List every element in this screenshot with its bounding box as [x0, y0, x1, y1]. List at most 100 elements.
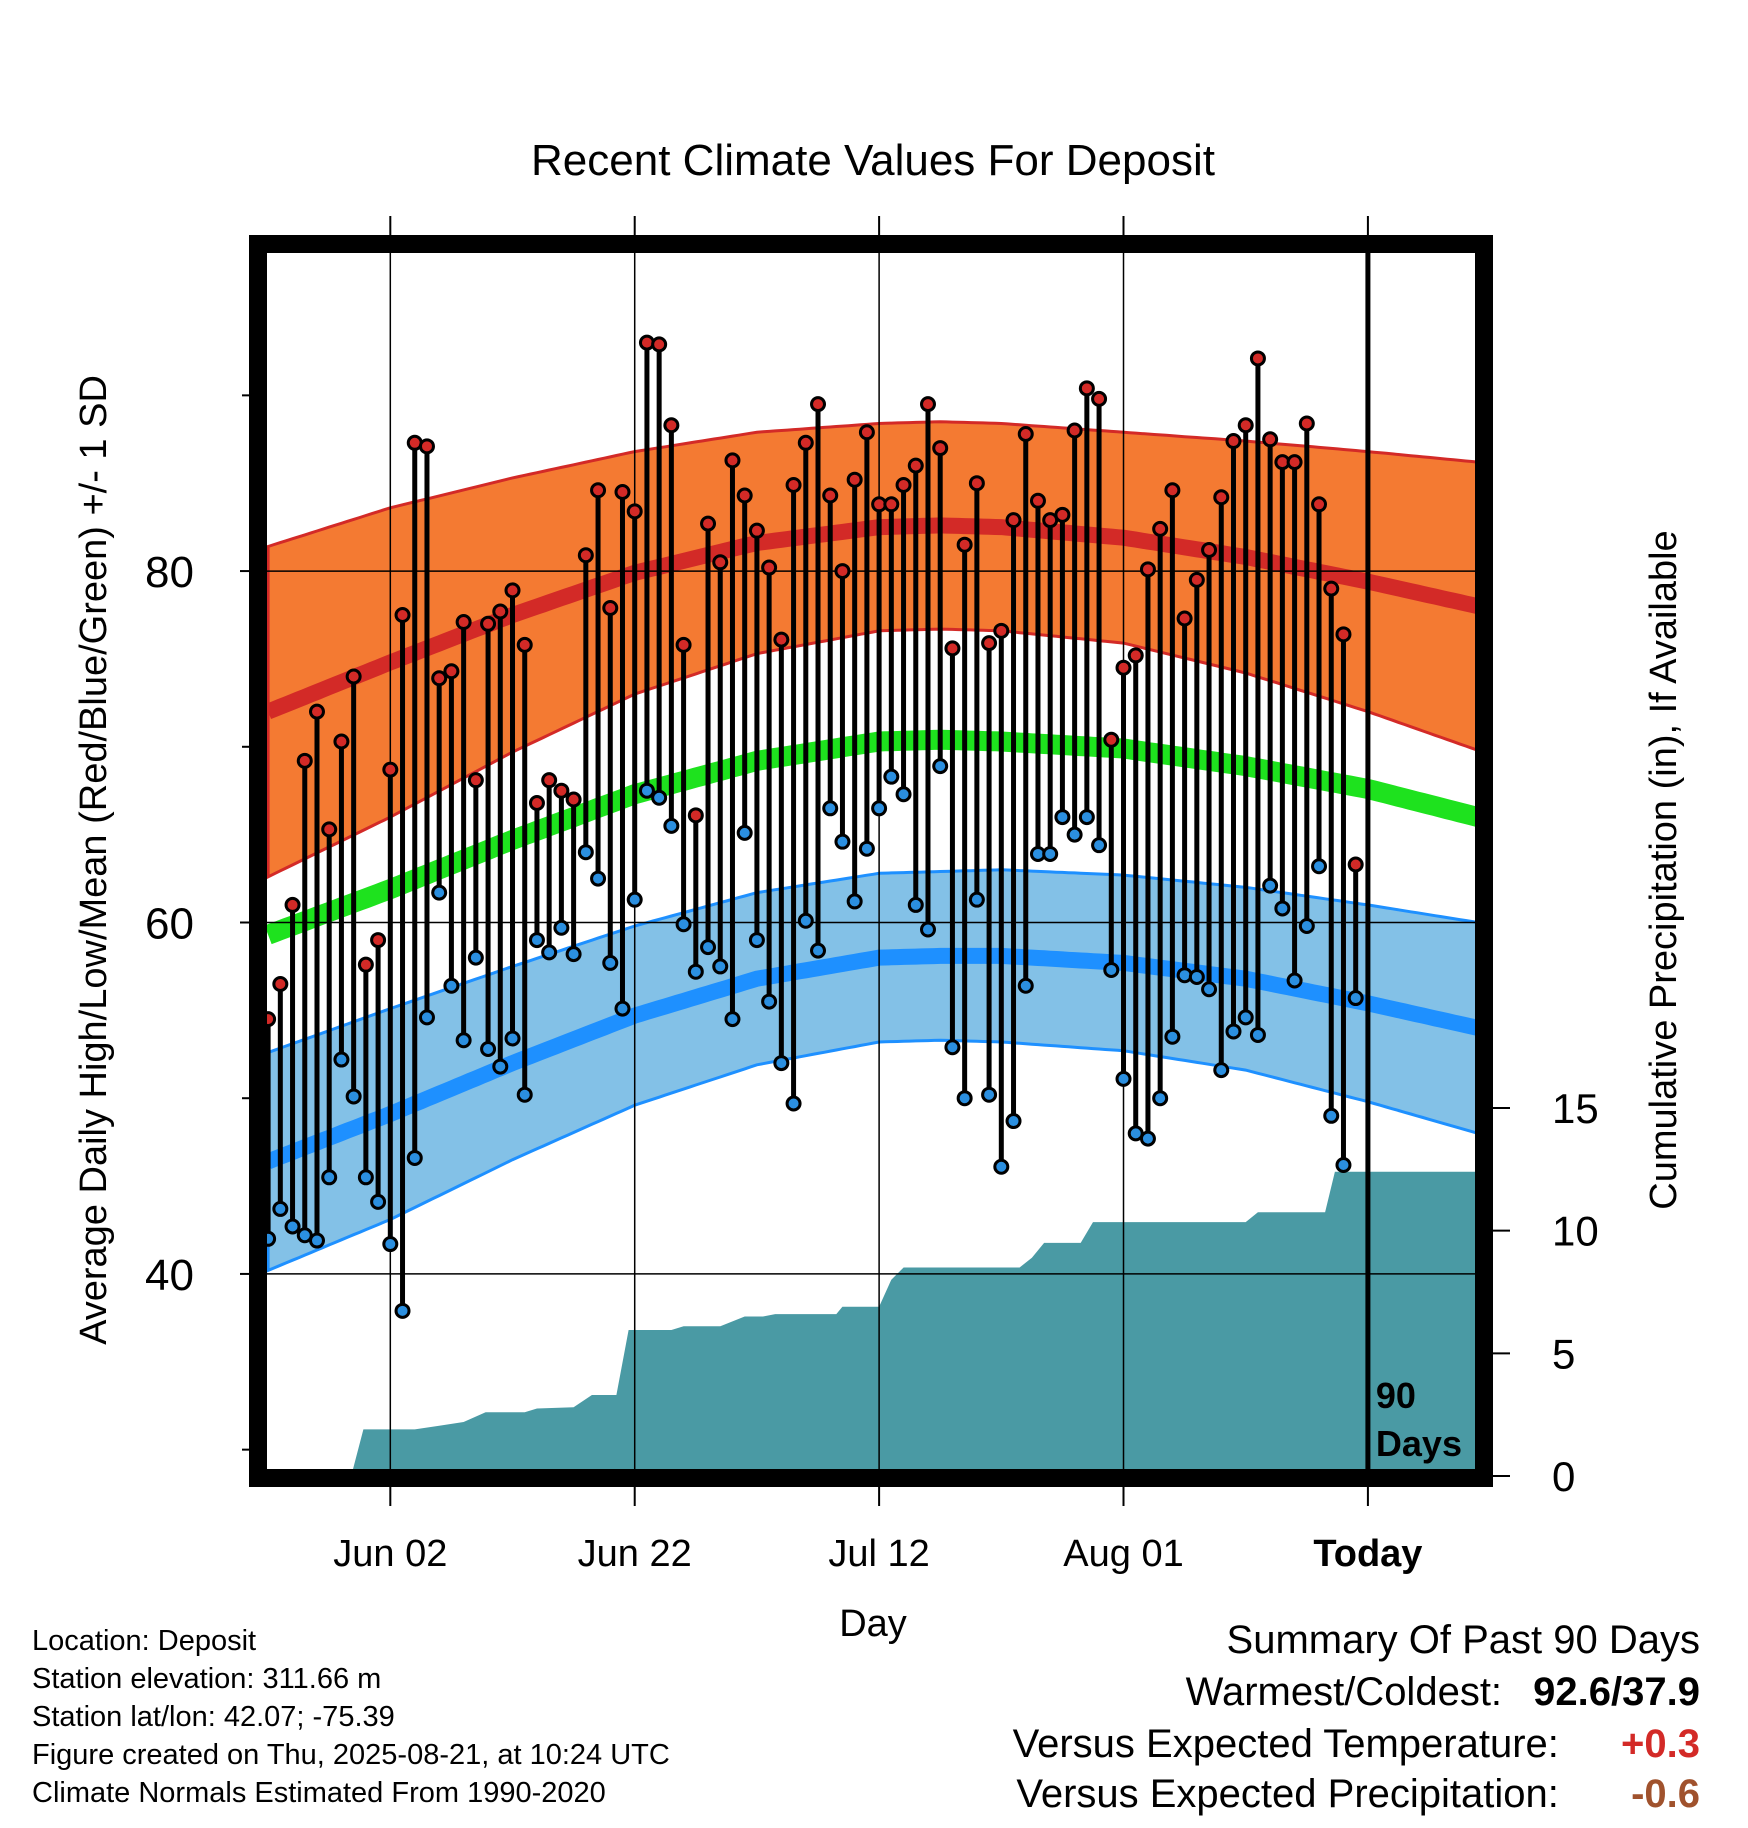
- daily-high-point: [565, 791, 582, 808]
- daily-high-point: [919, 396, 936, 413]
- daily-high-point: [1347, 856, 1364, 873]
- daily-low-point: [1225, 1023, 1242, 1040]
- daily-low-point: [944, 1039, 961, 1056]
- daily-low-point: [1298, 918, 1315, 935]
- right-axis: 0 5 10 15: [1492, 1085, 1599, 1500]
- daily-low-point: [553, 919, 570, 936]
- daily-high-point: [614, 484, 631, 500]
- daily-high-point: [1005, 512, 1022, 529]
- daily-high-point: [810, 396, 827, 413]
- daily-low-point: [284, 1218, 301, 1235]
- daily-low-point: [846, 893, 863, 910]
- daily-high-point: [321, 821, 338, 838]
- daily-high-point: [1237, 417, 1254, 434]
- daily-low-point: [1066, 826, 1083, 843]
- daily-low-point: [700, 939, 717, 956]
- info-location: Location: Deposit: [32, 1625, 257, 1657]
- daily-high-point: [553, 782, 570, 799]
- summary-temp-row: Versus Expected Temperature: +0.3: [1013, 1722, 1700, 1772]
- daily-low-point: [1347, 990, 1364, 1007]
- info-normals: Climate Normals Estimated From 1990-2020: [32, 1777, 606, 1809]
- daily-high-point: [1115, 659, 1132, 676]
- daily-high-point: [1225, 433, 1242, 450]
- daily-low-point: [406, 1149, 423, 1166]
- daily-low-point: [418, 1009, 435, 1026]
- daily-low-point: [1237, 1009, 1254, 1026]
- daily-high-point: [1335, 626, 1352, 643]
- daily-high-point: [773, 631, 790, 648]
- bottom-axis: Jun 02 Jun 22 Jul 12 Aug 01 Today: [333, 1486, 1422, 1575]
- station-info: Location: Deposit Station elevation: 311…: [32, 1622, 670, 1812]
- daily-high-point: [858, 424, 875, 441]
- daily-high-point: [834, 563, 851, 580]
- y2-tick-label: 0: [1552, 1453, 1575, 1500]
- daily-high-point: [272, 976, 289, 992]
- daily-high-point: [284, 896, 301, 913]
- daily-low-point: [883, 768, 900, 785]
- daily-low-point: [1139, 1130, 1156, 1147]
- plot-frame: [249, 235, 1493, 1487]
- daily-high-point: [1029, 492, 1046, 509]
- daily-low-point: [394, 1302, 411, 1319]
- daily-low-point: [492, 1058, 509, 1075]
- daily-low-point: [981, 1086, 998, 1103]
- daily-low-point: [1152, 1090, 1169, 1107]
- daily-high-point: [455, 614, 472, 631]
- x-tick-label: Jul 12: [828, 1533, 929, 1575]
- daily-high-point: [308, 703, 325, 720]
- daily-high-point: [296, 752, 313, 769]
- daily-low-point: [321, 1169, 338, 1186]
- daily-low-point: [467, 949, 484, 966]
- daily-high-point: [1091, 390, 1108, 407]
- daily-low-point: [1078, 809, 1095, 826]
- daily-high-point: [590, 482, 607, 499]
- mean-normal-line: [264, 729, 1481, 945]
- today-days-word: Days: [1376, 1423, 1462, 1464]
- daily-low-point: [993, 1158, 1010, 1175]
- daily-low-point: [504, 1030, 521, 1047]
- daily-high-point: [1176, 610, 1193, 627]
- daily-low-point: [761, 993, 778, 1010]
- info-latlon: Station lat/lon: 42.07; -75.39: [32, 1701, 395, 1733]
- precipitation-area: [262, 1171, 1484, 1476]
- daily-high-point: [700, 515, 717, 532]
- daily-low-point: [382, 1236, 399, 1253]
- daily-high-point: [712, 554, 729, 571]
- daily-high-point: [797, 434, 814, 451]
- daily-high-point: [932, 440, 949, 457]
- daily-low-point: [345, 1088, 362, 1105]
- daily-low-point: [1274, 900, 1291, 917]
- daily-high-point: [1213, 489, 1230, 506]
- daily-high-point: [907, 457, 924, 474]
- daily-high-point: [1201, 541, 1218, 558]
- today-days-count: 90: [1376, 1375, 1416, 1416]
- daily-low-point: [1103, 961, 1120, 978]
- info-elevation: Station elevation: 311.66 m: [32, 1663, 382, 1695]
- daily-high-point: [418, 438, 435, 455]
- y-axis-label: Average Daily High/Low/Mean (Red/Blue/Gr…: [73, 375, 115, 1345]
- daily-low-point: [1017, 977, 1034, 994]
- daily-low-point: [907, 896, 924, 913]
- daily-low-point: [602, 954, 619, 971]
- low-normal-line: [265, 947, 1480, 1169]
- daily-high-point: [443, 663, 460, 680]
- daily-low-point: [577, 844, 594, 861]
- daily-high-point: [480, 615, 497, 632]
- high-normal-line: [265, 517, 1480, 720]
- daily-low-point: [638, 782, 655, 799]
- daily-high-point: [785, 476, 802, 493]
- summary-panel: Summary Of Past 90 Days Warmest/Coldest:…: [1013, 1618, 1700, 1822]
- daily-high-point: [724, 452, 741, 469]
- daily-low-point: [1213, 1062, 1230, 1079]
- x-tick-label: Today: [1313, 1533, 1422, 1575]
- daily-low-point: [651, 789, 668, 806]
- summary-warm-cold-value: 92.6/37.9: [1533, 1670, 1700, 1714]
- daily-low-point: [663, 817, 680, 834]
- daily-high-point: [1262, 431, 1279, 448]
- daily-low-point: [919, 921, 936, 938]
- x-tick-label: Aug 01: [1063, 1533, 1183, 1575]
- daily-high-point: [1103, 731, 1120, 748]
- daily-low-point: [1262, 877, 1279, 894]
- daily-high-point: [883, 496, 900, 513]
- x-axis-label: Day: [839, 1603, 907, 1645]
